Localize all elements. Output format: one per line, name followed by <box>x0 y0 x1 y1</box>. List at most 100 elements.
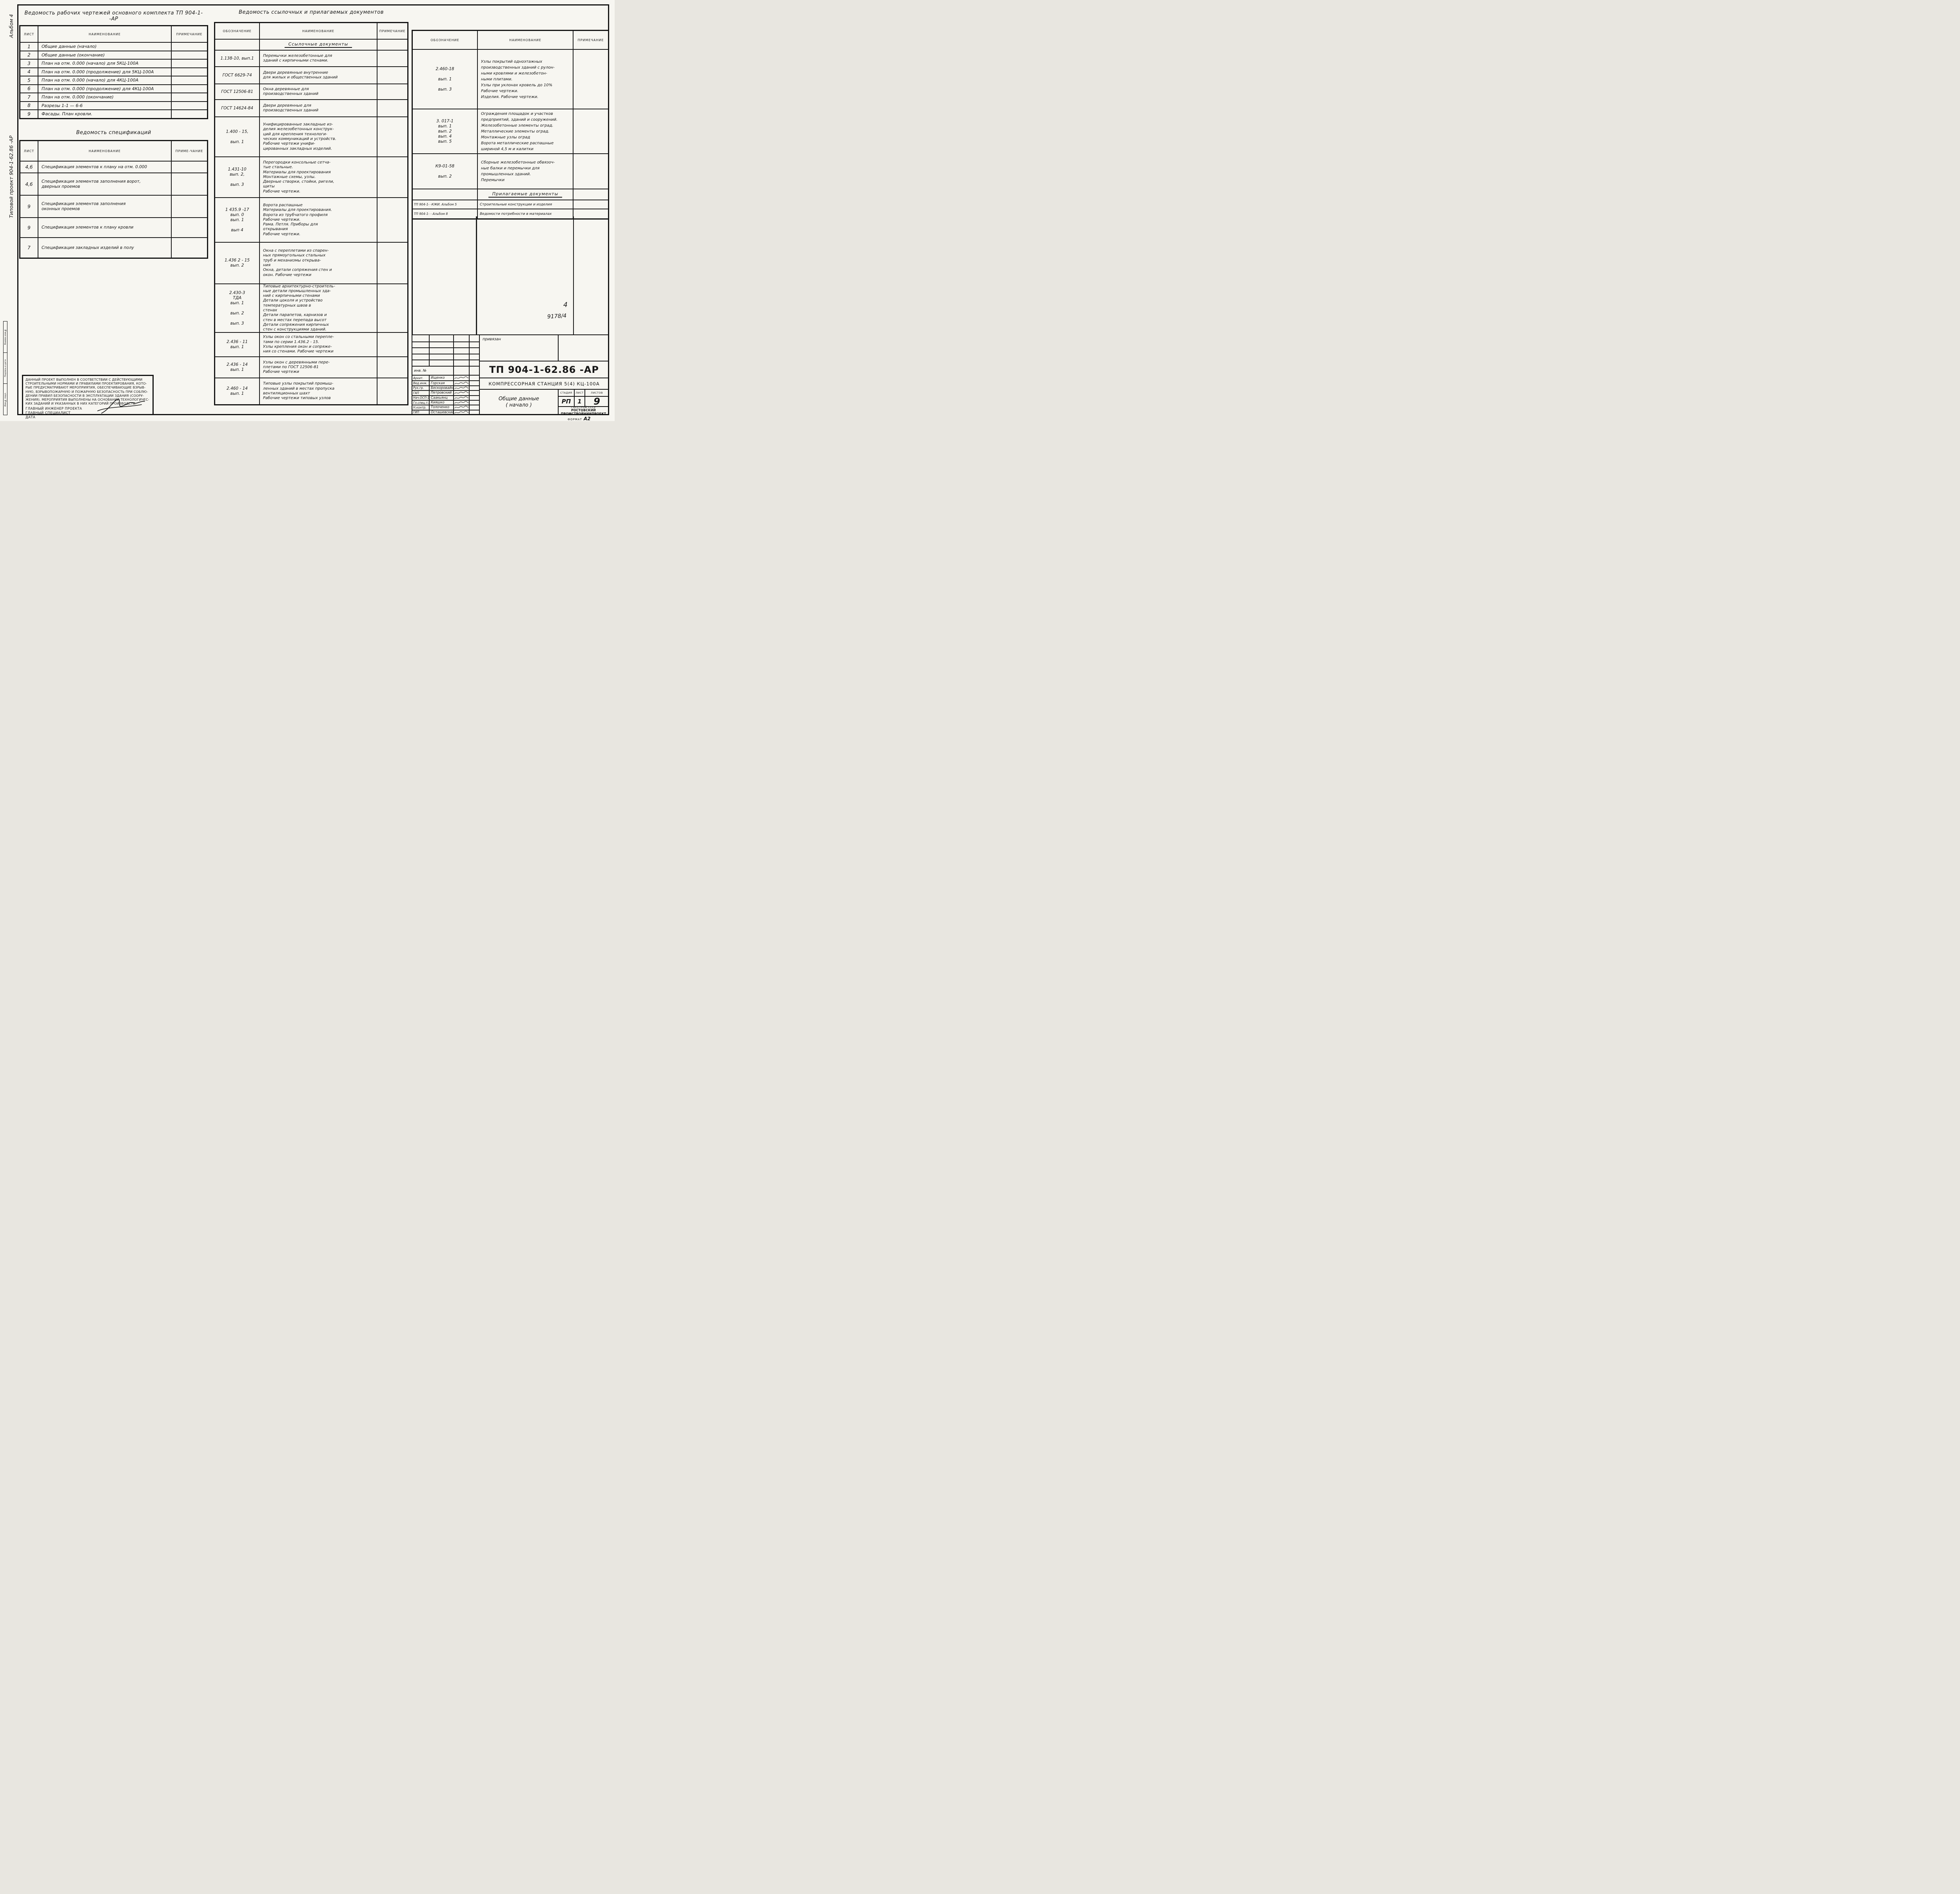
sheet-number-cell: 1 <box>20 42 38 51</box>
note-cell <box>377 283 407 332</box>
grid-cell <box>469 367 479 375</box>
doc-name-cell: Узлы окон с деревянными пере-плетами по … <box>259 356 377 378</box>
compliance-note: ДАННЫЙ ПРОЕКТ ВЫПОЛНЕН В СООТВЕТСТВИИ С … <box>22 375 154 419</box>
decoration <box>97 399 145 414</box>
text-line: предприятий, зданий и сооружений. <box>481 117 558 122</box>
drawing-name-cell: План на отм. 0.000 (окончание) <box>38 93 171 101</box>
text-line: стен в местах перепада высот <box>263 318 327 322</box>
text-line: Рама. Петля. Приборы для <box>263 222 318 227</box>
text-line <box>444 169 445 174</box>
signature-name-cell: Саакьянц <box>429 395 453 400</box>
text-line: Узлы покрытий одноэтажных <box>481 59 543 64</box>
text-line: вып. 3 <box>230 321 244 326</box>
text-line <box>236 316 238 321</box>
drawing-sheet: Типовой проект 904-1-62.86 -АР Альбом 4 … <box>0 0 615 421</box>
signature-cell <box>453 405 469 410</box>
signature-name-cell: Кияшко <box>429 400 453 405</box>
drawing-name-cell: План на отм. 0.000 (начало) для 5КЦ-100А <box>38 59 171 67</box>
text-line: Спецификация элементов заполнения <box>42 202 126 206</box>
table-header-cell: ЛИСТ <box>24 149 34 153</box>
text-line <box>236 223 238 228</box>
edge-strip-label: Подпись и дата <box>4 359 7 377</box>
decoration <box>454 396 469 399</box>
edge-strip-label: Инв.№ подл. <box>4 392 7 407</box>
text-line: Перегородки консольные сетча- <box>263 160 331 165</box>
doc-code-cell: 2.460 - 14 вып. 1 <box>215 378 259 404</box>
text-line: 1.436 2 - 15 <box>225 258 250 263</box>
grid-cell <box>429 353 453 360</box>
inventory-row: инв. № <box>412 366 480 376</box>
sheet-label: ЛИСТ <box>574 390 584 396</box>
signature-mark <box>454 410 469 414</box>
text-line: 2.436 - 14 <box>227 362 248 367</box>
text-line: вып. 1 <box>438 76 452 82</box>
signature-mark <box>454 401 469 404</box>
text-line: ГОСТ 14624-84 <box>221 105 253 111</box>
sheet-number: 1 <box>574 397 584 406</box>
side-album-label: Альбом 4 <box>8 14 14 38</box>
project-title-text: КОМПРЕССОРНАЯ СТАНЦИЯ 5(4) КЦ-100А <box>488 381 600 387</box>
text-line: Рабочие чертежи <box>263 370 299 374</box>
doc-code-cell: 1.138-10, вып.1 <box>215 50 259 66</box>
note-cell <box>377 116 407 156</box>
text-line: Рабочие чертежи типовых узлов <box>263 396 331 401</box>
text-line: вып. 2 <box>230 311 244 316</box>
note-cell <box>377 197 407 242</box>
text-line: К9-01-58 <box>435 163 455 169</box>
text-line: труб и механизмы открыва- <box>263 258 321 263</box>
edge-strip-label: Взамен инв.№ <box>4 329 7 345</box>
sheets-label: ЛИСТОВ <box>584 390 608 396</box>
text-line: ния со стенами. Рабочие чертежи <box>263 349 334 354</box>
sheet-number-cell: 4 <box>20 67 38 76</box>
signature-mark <box>454 391 469 394</box>
grid-cell <box>412 347 429 354</box>
text-line: Узлы окон с деревянными пере- <box>263 360 330 365</box>
format-note: ФОРМАТ А2 <box>568 416 591 421</box>
grid-cell <box>429 347 453 354</box>
document-number-text: ТП 904-1-62.86 -АР <box>489 364 599 375</box>
text-line: вып. 0 <box>230 212 244 217</box>
doc-name-cell: Узлы окон со стальными перепле-тами по с… <box>259 332 377 356</box>
sheet-number-cell: 4,6 <box>20 173 38 195</box>
text-line: делия железобетонных конструк- <box>263 127 334 132</box>
signature-cell <box>453 409 469 414</box>
text-line: Рабочие чертежи. <box>263 232 301 236</box>
note-cell <box>377 332 407 356</box>
doc-name-cell: Узлы покрытий одноэтажных производственны… <box>477 49 573 109</box>
grid-cell <box>469 347 479 354</box>
empty-cell <box>558 334 609 361</box>
attached-name-cell: Строительные конструкции и изделия <box>477 200 573 209</box>
grid-cell <box>412 335 429 341</box>
sheet-number-cell: 7 <box>20 237 38 258</box>
note-cell <box>171 76 207 84</box>
text-line: вып. 3 <box>438 87 452 92</box>
grid-cell <box>453 367 469 375</box>
grid-cell <box>429 335 453 341</box>
text-line: Спецификация элементов заполнения ворот, <box>42 179 141 184</box>
sheet-number-cell: 6 <box>20 84 38 93</box>
note-cell <box>377 242 407 283</box>
decoration <box>454 410 469 414</box>
sheet-number-cell: 9 <box>20 195 38 217</box>
text-line: Узлы окон со стальными перепле- <box>263 335 334 340</box>
table-header-cell: НАИМЕНОВАНИЕ <box>38 141 171 161</box>
sheet-title-line2: ( начало ) <box>506 402 532 408</box>
date-cell <box>469 395 479 400</box>
table-header-cell: НАИМЕНОВАНИЕ <box>38 26 171 42</box>
text-line: вып. 1 <box>230 345 244 349</box>
format-label: ФОРМАТ <box>568 418 582 421</box>
doc-name-cell: Двери деревянные внутренние для жилых и о… <box>259 66 377 84</box>
drawing-name-cell: План на отм. 0.000 (начало) для 4КЦ-100А <box>38 76 171 84</box>
table-header-cell: ОБОЗНАЧЕНИЕ <box>223 29 252 33</box>
doc-code-cell: 1.400 - 15, вып. 1 <box>215 116 259 156</box>
note-text-line: РЫЕ ПРЕДУСМАТРИВАЮТ МЕРОПРИЯТИЯ, ОБЕСПЕЧ… <box>25 385 146 390</box>
note-footer-role: ДАТА <box>25 416 36 420</box>
doc-name-cell: Окна с переплетами из спарен-ных прямоуг… <box>259 242 377 283</box>
note-cell <box>171 93 207 101</box>
binding-note-text: привязан <box>483 337 501 341</box>
text-line: щиты <box>263 184 275 189</box>
grid-cell <box>453 353 469 360</box>
side-project-label: Типовой проект 904-1-62.86 -АР <box>8 135 14 218</box>
text-line: дверных проемов <box>42 184 80 189</box>
text-line: производственных зданий <box>263 92 319 96</box>
